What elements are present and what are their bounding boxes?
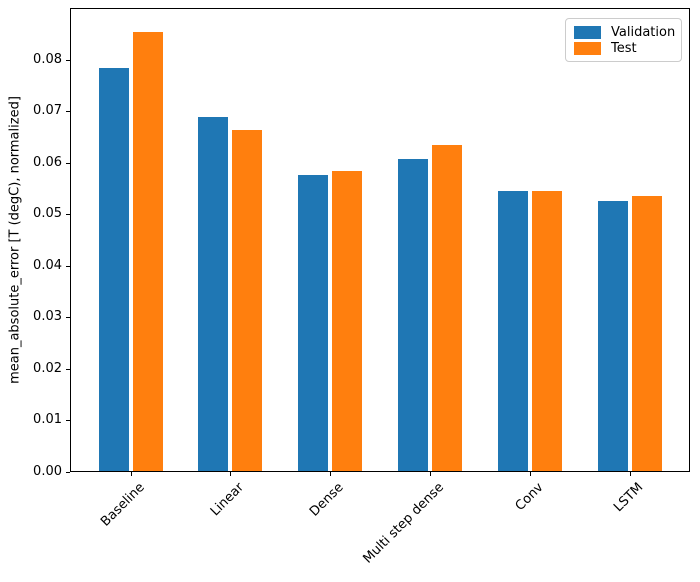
bar-validation-multi-step-dense xyxy=(398,159,428,471)
y-tick-label-0.02: 0.02 xyxy=(33,361,62,376)
y-tick-mark-0.01 xyxy=(66,420,70,421)
x-tick-label-baseline: Baseline xyxy=(98,480,148,530)
x-tick-label-linear: Linear xyxy=(207,480,247,520)
x-tick-mark-linear xyxy=(230,472,231,476)
bars-layer xyxy=(71,9,689,471)
y-tick-mark-0.03 xyxy=(66,317,70,318)
x-tick-mark-dense xyxy=(330,472,331,476)
bar-validation-conv xyxy=(498,191,528,471)
y-tick-mark-0.00 xyxy=(66,472,70,473)
y-tick-label-0.03: 0.03 xyxy=(33,309,62,324)
bar-test-linear xyxy=(232,130,262,471)
x-tick-label-conv: Conv xyxy=(512,480,547,514)
bar-test-dense xyxy=(332,171,362,471)
y-tick-mark-0.07 xyxy=(66,111,70,112)
bar-test-baseline xyxy=(133,32,163,471)
x-tick-mark-conv xyxy=(530,472,531,476)
y-tick-label-0.00: 0.00 xyxy=(33,464,62,479)
y-tick-mark-0.06 xyxy=(66,163,70,164)
y-tick-label-0.06: 0.06 xyxy=(33,155,62,170)
y-tick-mark-0.08 xyxy=(66,60,70,61)
y-tick-mark-0.02 xyxy=(66,369,70,370)
bar-validation-lstm xyxy=(598,201,628,471)
x-tick-mark-lstm xyxy=(630,472,631,476)
x-tick-mark-multi-step-dense xyxy=(430,472,431,476)
legend-label-test: Test xyxy=(611,41,637,56)
bar-test-lstm xyxy=(632,196,662,471)
y-tick-mark-0.05 xyxy=(66,214,70,215)
bar-test-multi-step-dense xyxy=(432,145,462,471)
bar-validation-baseline xyxy=(99,68,129,471)
legend: Validation Test xyxy=(565,18,682,62)
legend-item-test: Test xyxy=(574,41,673,56)
y-tick-label-0.01: 0.01 xyxy=(33,412,62,427)
bar-validation-dense xyxy=(298,175,328,471)
legend-swatch-validation xyxy=(574,26,601,39)
legend-label-validation: Validation xyxy=(611,25,676,40)
bar-validation-linear xyxy=(198,117,228,471)
plot-area: Validation Test xyxy=(70,8,690,472)
x-tick-label-dense: Dense xyxy=(306,480,347,520)
y-tick-label-0.04: 0.04 xyxy=(33,258,62,273)
legend-item-validation: Validation xyxy=(574,25,676,40)
x-tick-label-lstm: LSTM xyxy=(611,480,647,516)
y-axis-label: mean_absolute_error [T (degC), normalize… xyxy=(7,96,23,384)
legend-swatch-test xyxy=(574,42,601,55)
y-tick-label-0.07: 0.07 xyxy=(33,103,62,118)
y-tick-mark-0.04 xyxy=(66,266,70,267)
y-tick-label-0.05: 0.05 xyxy=(33,206,62,221)
y-tick-label-0.08: 0.08 xyxy=(33,52,62,67)
x-tick-mark-baseline xyxy=(131,472,132,476)
bar-test-conv xyxy=(532,191,562,471)
x-tick-label-multi-step-dense: Multi step dense xyxy=(360,480,447,567)
